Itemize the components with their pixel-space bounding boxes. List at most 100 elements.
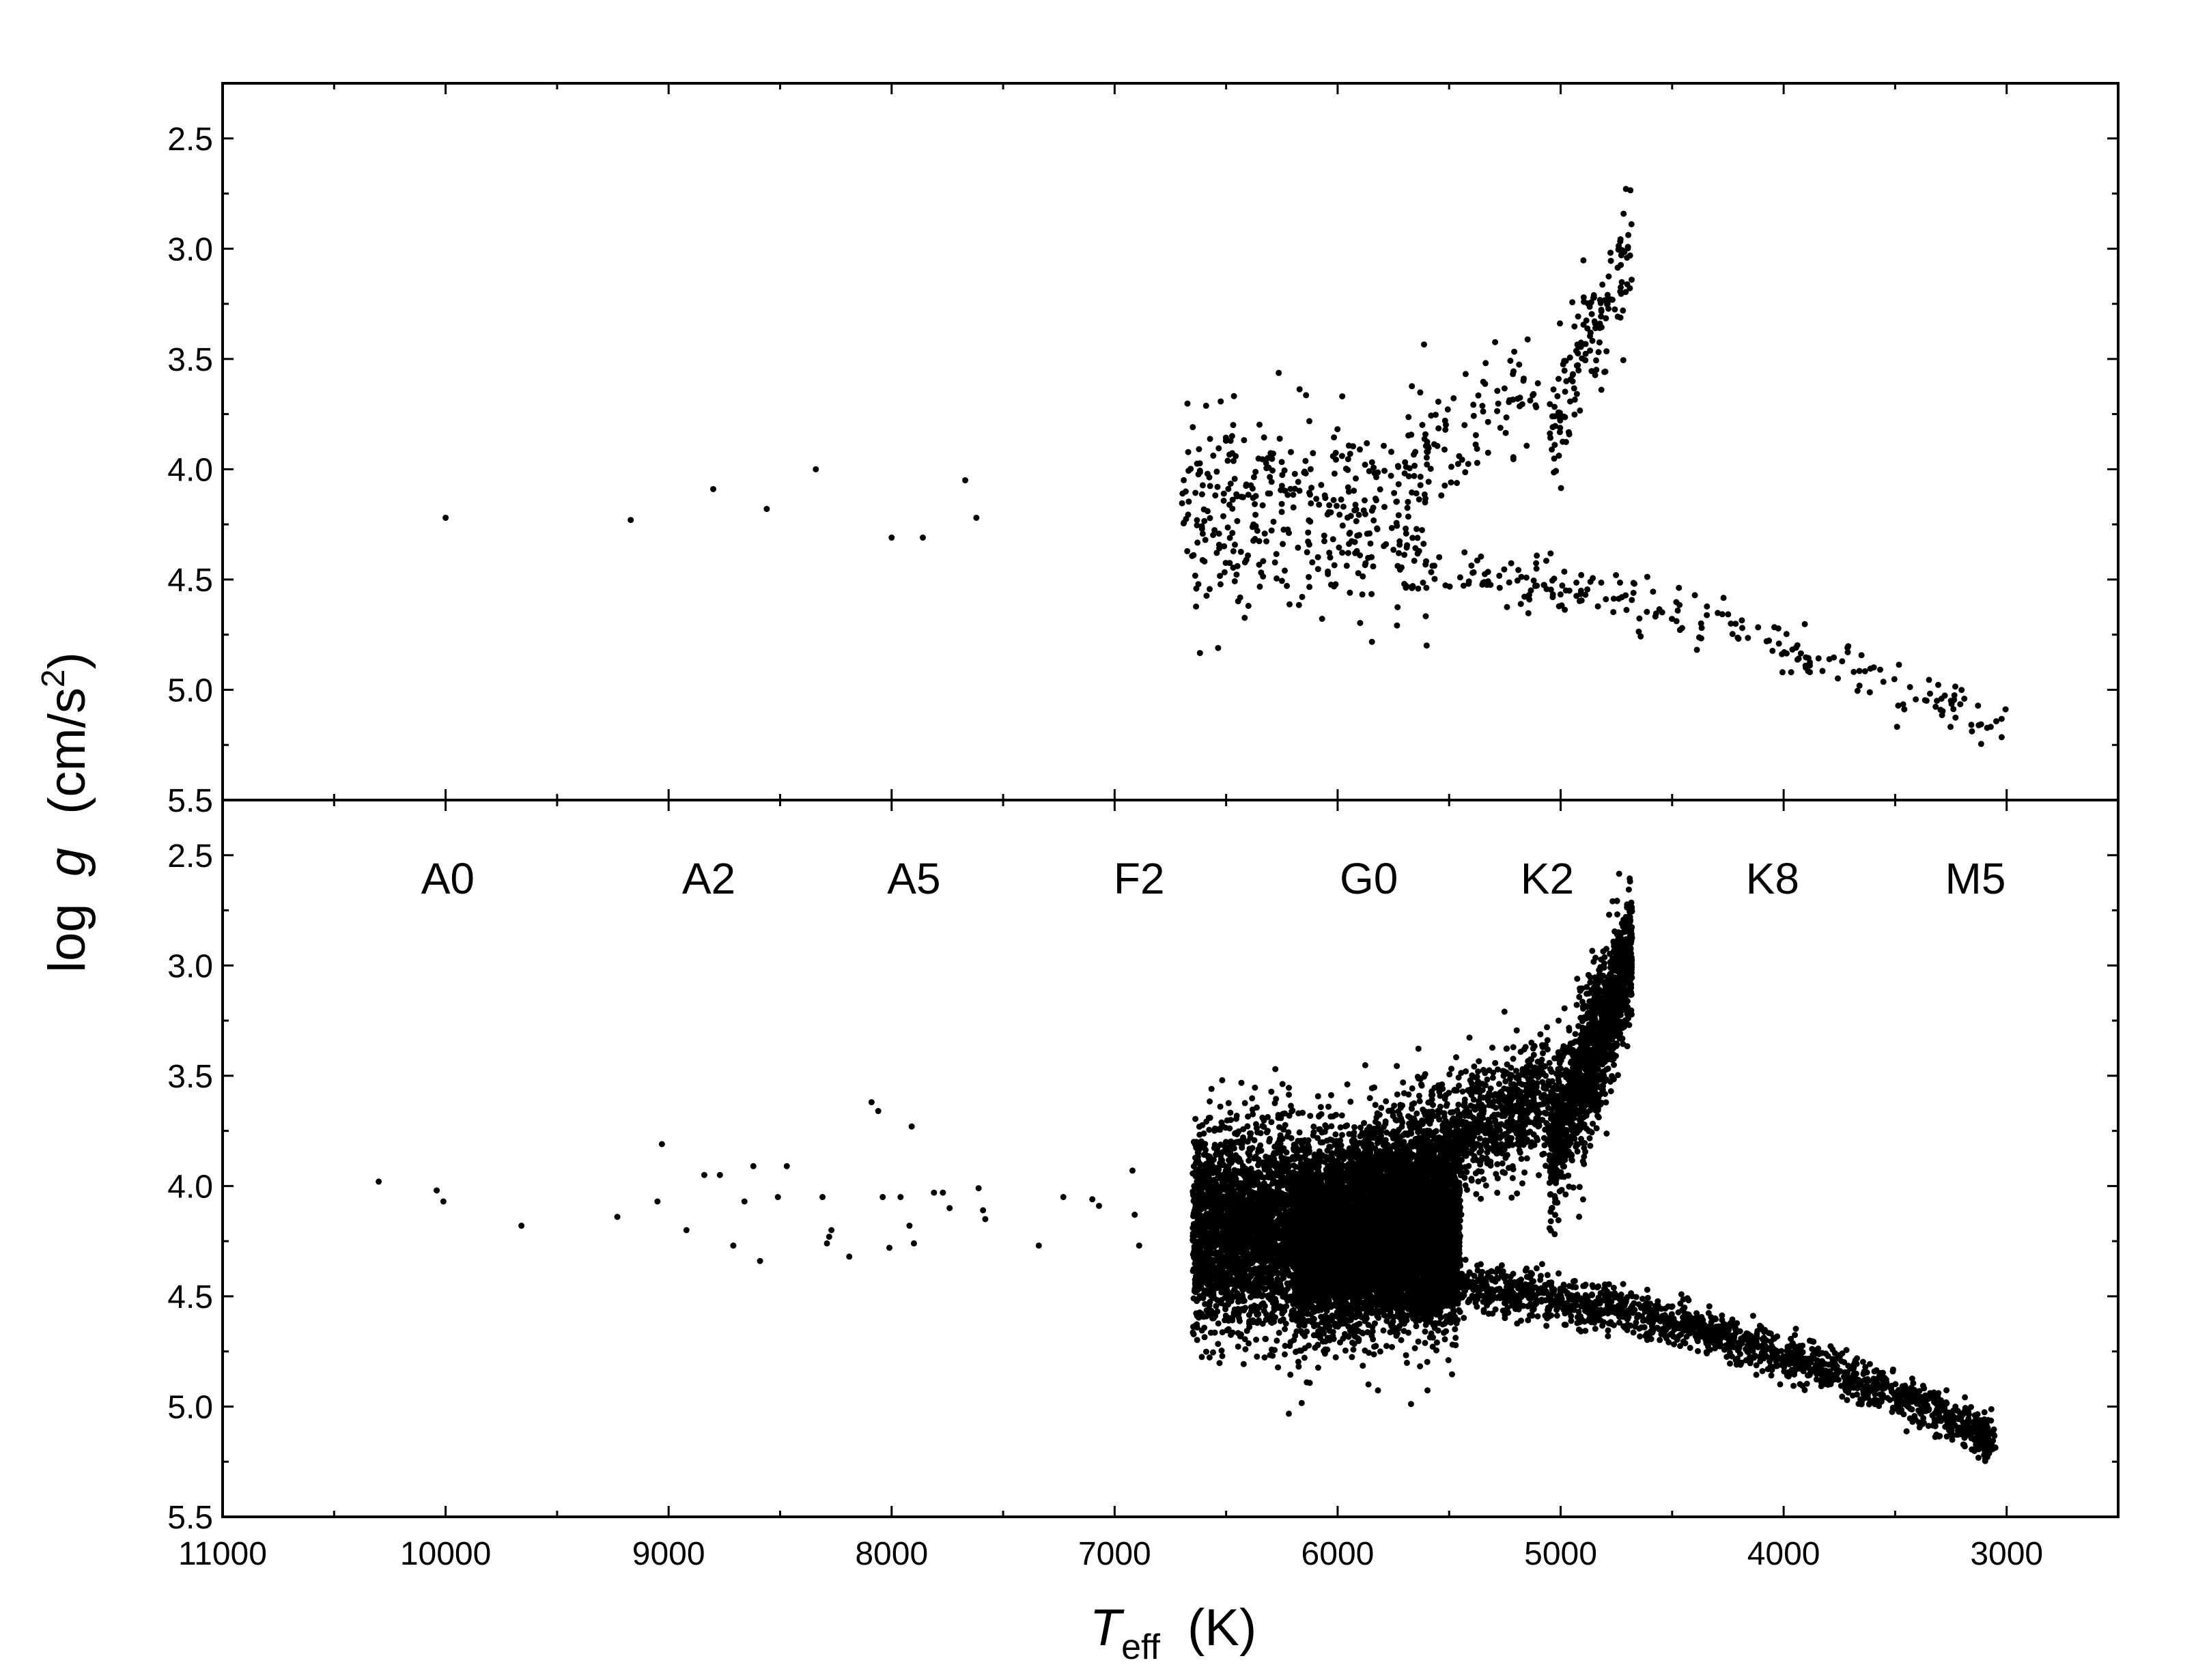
data-point [1575, 313, 1581, 320]
data-point [1503, 414, 1510, 421]
data-point [1217, 1103, 1224, 1110]
y-tick-label: 2.5 [167, 122, 213, 158]
data-point [1261, 1307, 1267, 1314]
data-point [1221, 543, 1228, 550]
data-point [1613, 572, 1620, 578]
data-point [1801, 621, 1808, 627]
data-point [1219, 1353, 1226, 1359]
data-point [1495, 400, 1502, 407]
data-point [1368, 459, 1375, 466]
data-point [1644, 573, 1650, 580]
data-point [1422, 499, 1428, 506]
data-point [440, 1198, 447, 1205]
data-point [1496, 584, 1503, 591]
data-point [1295, 544, 1301, 551]
data-point [1331, 434, 1338, 441]
data-point [1245, 552, 1252, 559]
data-point [1231, 475, 1238, 482]
data-point [1479, 403, 1486, 409]
data-point [1347, 451, 1353, 457]
data-point [1530, 578, 1537, 584]
data-point [1598, 386, 1605, 393]
data-point [1192, 1115, 1199, 1122]
data-point [1998, 734, 2005, 741]
data-point [1306, 418, 1312, 425]
data-point [1403, 1359, 1410, 1366]
data-point [1923, 697, 1930, 704]
data-point [1448, 464, 1454, 470]
data-point [1678, 625, 1685, 631]
data-point [973, 514, 980, 521]
data-point [1324, 511, 1331, 518]
data-point [1547, 401, 1553, 408]
data-point [1222, 434, 1229, 441]
data-point [1306, 573, 1312, 580]
data-point [1206, 1354, 1213, 1361]
data-point [1296, 487, 1303, 494]
data-point [1421, 491, 1428, 498]
data-point [1350, 443, 1357, 450]
data-point [1344, 1081, 1351, 1087]
data-point [1362, 511, 1368, 517]
data-point [940, 1189, 946, 1196]
data-point [1676, 584, 1683, 591]
data-point [1993, 718, 1999, 725]
data-point [1338, 1112, 1345, 1119]
data-point [1599, 281, 1606, 288]
data-point [1409, 489, 1416, 496]
data-point [1287, 485, 1294, 492]
data-point [1448, 1313, 1454, 1320]
data-point [1417, 389, 1424, 396]
data-point [1417, 482, 1424, 489]
data-point [1578, 571, 1585, 578]
data-point [1501, 566, 1508, 573]
data-point [1947, 724, 1954, 730]
data-point [1396, 567, 1403, 573]
data-point [1295, 479, 1301, 485]
data-point [1321, 492, 1328, 499]
data-point [1217, 398, 1224, 405]
data-point [1517, 601, 1524, 608]
data-point [1368, 507, 1375, 514]
data-point [701, 1171, 707, 1178]
data-point [1588, 368, 1595, 375]
data-point [1588, 311, 1595, 317]
data-point [1586, 303, 1593, 310]
data-point [1932, 703, 1939, 710]
data-point [1307, 1113, 1314, 1120]
data-point [1594, 603, 1601, 610]
data-point [1470, 401, 1477, 408]
data-point [716, 1171, 723, 1178]
data-point [1725, 611, 1732, 618]
data-point [1405, 513, 1411, 520]
data-point [1411, 558, 1418, 564]
data-point [1367, 540, 1374, 547]
data-point [1969, 728, 1975, 735]
data-point [1935, 681, 1941, 688]
data-point [1339, 522, 1346, 529]
data-point [1504, 603, 1510, 610]
data-point [1446, 583, 1453, 590]
data-point [1356, 532, 1362, 539]
data-point [1194, 1337, 1200, 1343]
data-point [1210, 532, 1217, 539]
data-point [1213, 468, 1220, 475]
data-point [1441, 482, 1448, 489]
data-point [1403, 584, 1409, 591]
data-point [1627, 285, 1633, 291]
data-point [1428, 569, 1435, 575]
data-point [1189, 553, 1196, 559]
data-point [1414, 535, 1421, 541]
data-point [1534, 552, 1540, 559]
data-point [1391, 489, 1398, 496]
data-point [1229, 450, 1236, 457]
data-point [1968, 722, 1975, 728]
data-point [1577, 587, 1584, 594]
data-point [1478, 553, 1484, 560]
data-point [1520, 378, 1527, 384]
data-point [1388, 449, 1394, 455]
data-point [1510, 368, 1517, 375]
data-point [1377, 486, 1383, 493]
